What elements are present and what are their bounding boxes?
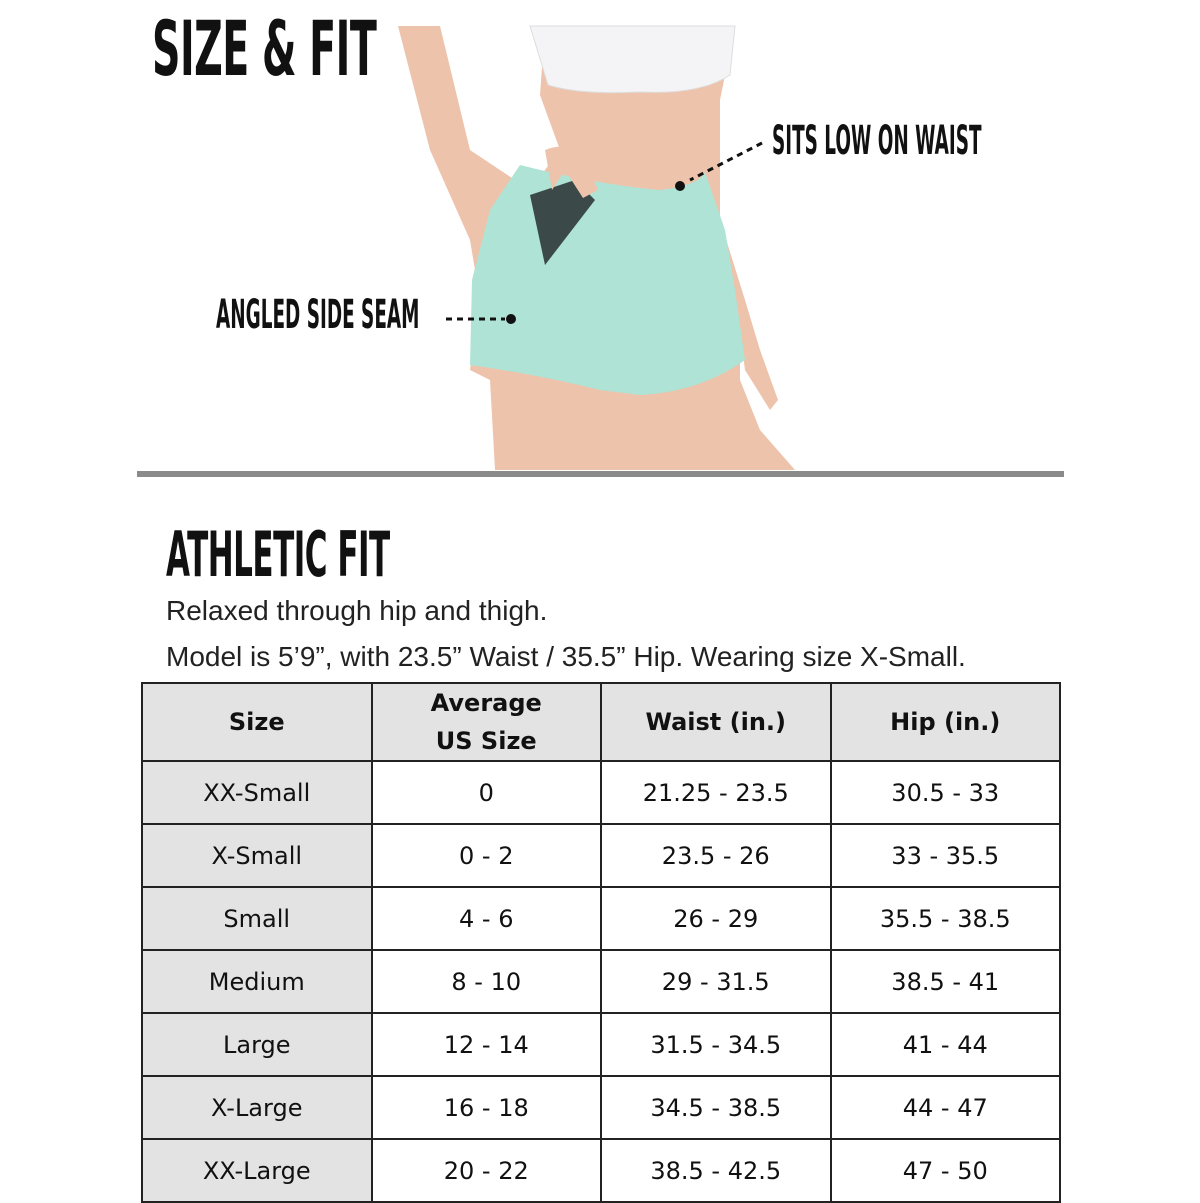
header-waist: Waist (in.) [600, 682, 832, 762]
us-size-cell: 0 [370, 760, 602, 825]
size-cell: XX-Large [141, 1138, 373, 1203]
model-figure [398, 25, 795, 470]
size-cell: Large [141, 1012, 373, 1077]
waist-cell: 21.25 - 23.5 [600, 760, 832, 825]
us-size-cell: 4 - 6 [370, 886, 602, 951]
callout-seam-pointer [446, 314, 516, 324]
callout-waist-pointer [675, 141, 763, 191]
table-row: X-Large 16 - 18 34.5 - 38.5 44 - 47 [141, 1075, 1061, 1140]
us-size-cell: 20 - 22 [370, 1138, 602, 1203]
header-average-us-size: Average US Size [370, 682, 602, 762]
waist-cell: 29 - 31.5 [600, 949, 832, 1014]
size-chart-table: Size Average US Size Waist (in.) Hip (in.… [141, 682, 1061, 1203]
page-title: SIZE & FIT [152, 4, 377, 93]
header-hip: Hip (in.) [829, 682, 1061, 762]
waist-cell: 31.5 - 34.5 [600, 1012, 832, 1077]
table-row: X-Small 0 - 2 23.5 - 26 33 - 35.5 [141, 823, 1061, 888]
callout-waist: SITS LOW ON WAIST [772, 118, 982, 164]
waist-cell: 26 - 29 [600, 886, 832, 951]
hip-cell: 44 - 47 [829, 1075, 1061, 1140]
section-divider [137, 471, 1064, 477]
hip-cell: 30.5 - 33 [829, 760, 1061, 825]
table-header-row: Size Average US Size Waist (in.) Hip (in.… [141, 682, 1061, 762]
waist-cell: 38.5 - 42.5 [600, 1138, 832, 1203]
table-row: XX-Small 0 21.25 - 23.5 30.5 - 33 [141, 760, 1061, 825]
hip-cell: 38.5 - 41 [829, 949, 1061, 1014]
hip-cell: 35.5 - 38.5 [829, 886, 1061, 951]
header-avg-line2: US Size [435, 727, 537, 755]
fit-title: ATHLETIC FIT [166, 518, 390, 591]
table-row: Small 4 - 6 26 - 29 35.5 - 38.5 [141, 886, 1061, 951]
table-row: Medium 8 - 10 29 - 31.5 38.5 - 41 [141, 949, 1061, 1014]
header-size: Size [141, 682, 373, 762]
size-cell: X-Small [141, 823, 373, 888]
waist-cell: 34.5 - 38.5 [600, 1075, 832, 1140]
us-size-cell: 8 - 10 [370, 949, 602, 1014]
us-size-cell: 12 - 14 [370, 1012, 602, 1077]
size-cell: Medium [141, 949, 373, 1014]
size-cell: X-Large [141, 1075, 373, 1140]
model-info: Model is 5’9”, with 23.5” Waist / 35.5” … [166, 641, 966, 672]
waist-cell: 23.5 - 26 [600, 823, 832, 888]
size-cell: Small [141, 886, 373, 951]
callout-seam: ANGLED SIDE SEAM [216, 292, 420, 338]
table-row: XX-Large 20 - 22 38.5 - 42.5 47 - 50 [141, 1138, 1061, 1203]
hip-cell: 41 - 44 [829, 1012, 1061, 1077]
size-cell: XX-Small [141, 760, 373, 825]
model-photo [398, 25, 795, 470]
hip-cell: 47 - 50 [829, 1138, 1061, 1203]
us-size-cell: 0 - 2 [370, 823, 602, 888]
header-avg-line1: Average [430, 689, 542, 717]
hip-cell: 33 - 35.5 [829, 823, 1061, 888]
us-size-cell: 16 - 18 [370, 1075, 602, 1140]
table-row: Large 12 - 14 31.5 - 34.5 41 - 44 [141, 1012, 1061, 1077]
fit-description: Relaxed through hip and thigh. [166, 595, 548, 626]
